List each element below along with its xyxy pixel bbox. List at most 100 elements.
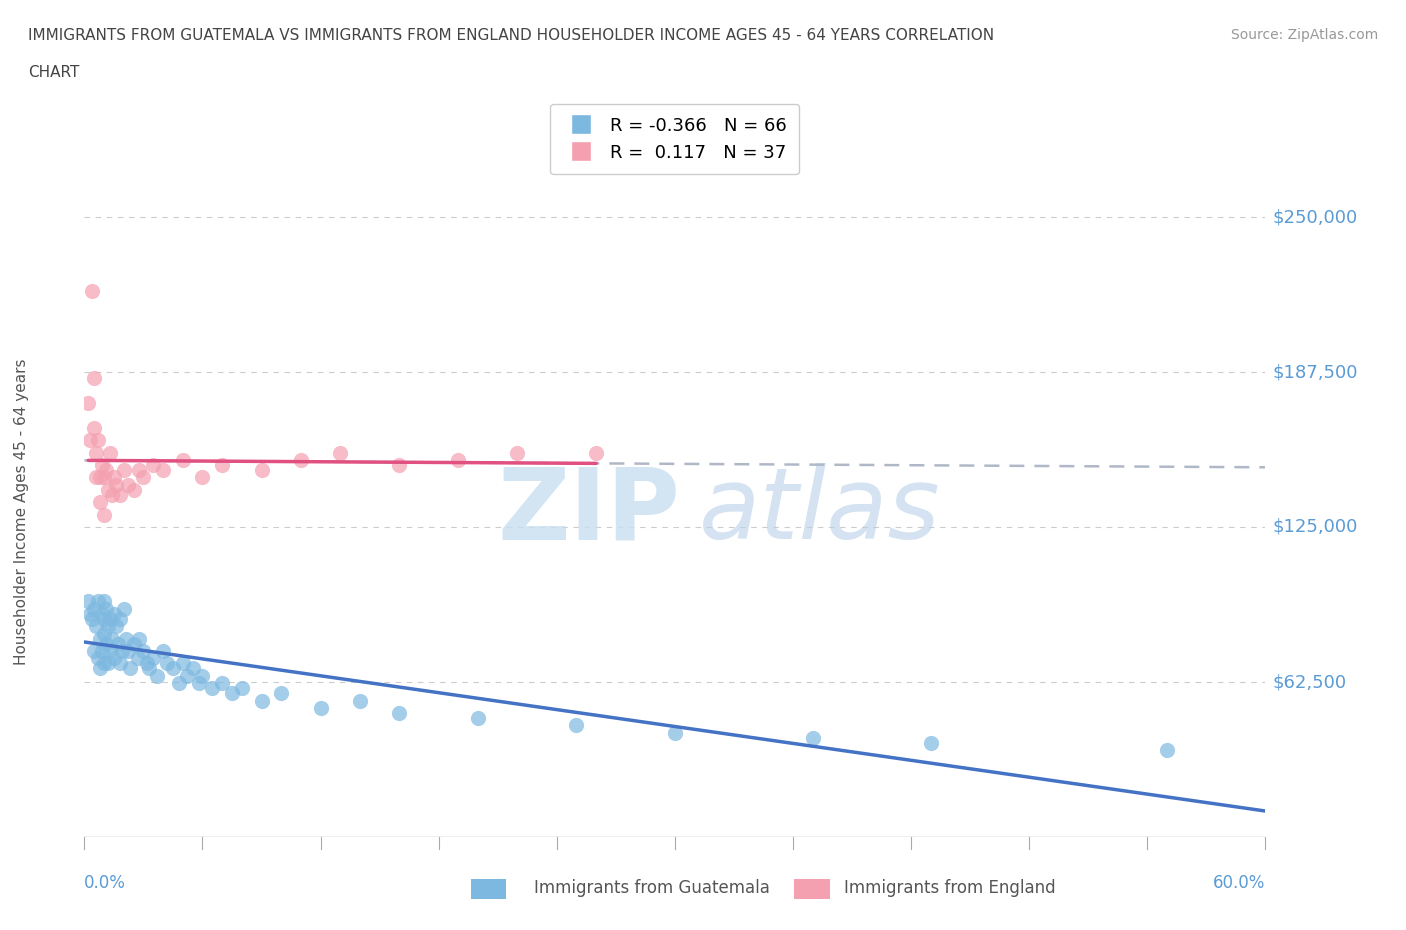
Point xyxy=(103,651,125,666)
Point xyxy=(89,495,111,510)
Text: $187,500: $187,500 xyxy=(1272,363,1358,381)
Point xyxy=(98,445,121,460)
Point xyxy=(93,594,115,609)
Point xyxy=(664,725,686,740)
Point xyxy=(231,681,253,696)
Point xyxy=(290,453,312,468)
Point xyxy=(127,651,149,666)
Point xyxy=(101,487,124,502)
Point xyxy=(94,636,117,651)
Point xyxy=(172,656,194,671)
Point xyxy=(79,606,101,621)
Point xyxy=(156,656,179,671)
Point xyxy=(191,470,214,485)
Point xyxy=(112,462,135,477)
Point xyxy=(920,736,942,751)
Point xyxy=(329,445,352,460)
Point xyxy=(152,462,174,477)
Text: Source: ZipAtlas.com: Source: ZipAtlas.com xyxy=(1230,28,1378,42)
Point xyxy=(79,432,101,447)
Point xyxy=(104,477,127,492)
Point xyxy=(91,644,114,658)
Point xyxy=(114,631,136,646)
Point xyxy=(201,681,224,696)
Point xyxy=(97,618,120,633)
Point xyxy=(84,470,107,485)
Point xyxy=(87,432,110,447)
Point xyxy=(77,594,100,609)
Point xyxy=(447,453,470,468)
Legend: R = -0.366   N = 66, R =  0.117   N = 37: R = -0.366 N = 66, R = 0.117 N = 37 xyxy=(550,104,800,174)
Point xyxy=(565,718,588,733)
Point xyxy=(93,507,115,522)
Point xyxy=(117,644,139,658)
Point xyxy=(104,618,127,633)
Point xyxy=(83,371,105,386)
Point xyxy=(93,626,115,641)
Point xyxy=(187,676,209,691)
Point xyxy=(87,594,110,609)
Point xyxy=(83,644,105,658)
Point xyxy=(91,606,114,621)
Point xyxy=(132,470,155,485)
Point xyxy=(122,636,145,651)
Point xyxy=(82,284,104,299)
Point xyxy=(94,602,117,617)
Point xyxy=(801,730,824,745)
Point xyxy=(83,420,105,435)
Text: 60.0%: 60.0% xyxy=(1213,874,1265,892)
Text: $125,000: $125,000 xyxy=(1272,518,1358,536)
Text: 0.0%: 0.0% xyxy=(84,874,127,892)
Point xyxy=(83,602,105,617)
Bar xyxy=(794,879,830,899)
Point xyxy=(172,453,194,468)
Point xyxy=(77,395,100,410)
Point xyxy=(585,445,607,460)
Point xyxy=(152,644,174,658)
Point xyxy=(103,470,125,485)
Point xyxy=(93,470,115,485)
Point xyxy=(142,651,165,666)
Point xyxy=(128,631,150,646)
Point xyxy=(91,458,114,472)
Point xyxy=(112,602,135,617)
Point xyxy=(1156,743,1178,758)
Point xyxy=(211,458,233,472)
Point xyxy=(97,656,120,671)
Point xyxy=(98,611,121,626)
Point xyxy=(108,487,131,502)
Point xyxy=(506,445,529,460)
Point xyxy=(117,477,139,492)
Text: IMMIGRANTS FROM GUATEMALA VS IMMIGRANTS FROM ENGLAND HOUSEHOLDER INCOME AGES 45 : IMMIGRANTS FROM GUATEMALA VS IMMIGRANTS … xyxy=(28,28,994,43)
Point xyxy=(221,685,243,700)
Text: atlas: atlas xyxy=(699,463,941,560)
Point xyxy=(89,661,111,676)
Point xyxy=(167,676,190,691)
Point xyxy=(388,458,411,472)
Point xyxy=(98,644,121,658)
Text: Immigrants from Guatemala: Immigrants from Guatemala xyxy=(534,879,770,897)
Point xyxy=(101,631,124,646)
Text: Householder Income Ages 45 - 64 years: Householder Income Ages 45 - 64 years xyxy=(14,358,28,665)
Point xyxy=(108,656,131,671)
Text: $250,000: $250,000 xyxy=(1272,208,1358,226)
Point xyxy=(89,631,111,646)
Point xyxy=(128,462,150,477)
Point xyxy=(97,483,120,498)
Point xyxy=(211,676,233,691)
Point xyxy=(309,700,332,715)
Text: $62,500: $62,500 xyxy=(1272,673,1347,691)
Point xyxy=(122,483,145,498)
Point xyxy=(250,462,273,477)
Point xyxy=(94,462,117,477)
Point xyxy=(84,445,107,460)
Point xyxy=(89,470,111,485)
Point xyxy=(349,693,371,708)
Point xyxy=(132,644,155,658)
Point xyxy=(388,706,411,721)
Point xyxy=(93,656,115,671)
Point xyxy=(107,636,129,651)
Point xyxy=(146,669,169,684)
Point xyxy=(118,661,141,676)
Point xyxy=(138,661,160,676)
